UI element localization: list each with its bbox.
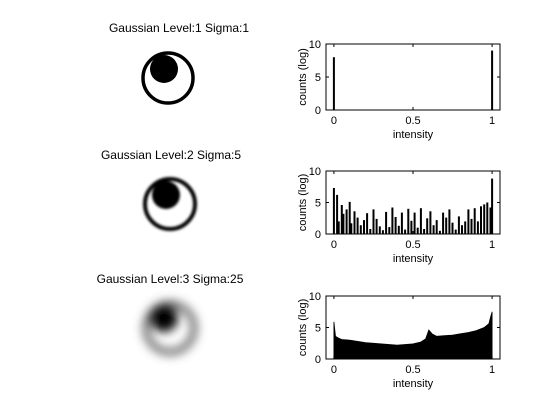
y-tick-label: 0: [315, 105, 321, 117]
histogram-bar: [407, 209, 409, 234]
histogram-bar: [439, 231, 441, 234]
eye-image-level-3: [146, 304, 194, 352]
histogram-bar: [354, 211, 356, 234]
x-axis-label: intensity: [393, 378, 434, 390]
x-tick-label: 0: [331, 239, 337, 251]
histogram-bar: [401, 213, 403, 234]
histogram-bar: [385, 212, 387, 234]
histogram-bar: [388, 227, 390, 234]
x-tick-label: 0: [331, 115, 337, 127]
histogram-bar: [426, 218, 428, 234]
histogram-bar: [445, 218, 447, 234]
histogram-bar: [423, 229, 425, 234]
histogram-bar: [363, 220, 365, 234]
eye-image-level-1: [143, 53, 193, 103]
histogram-bar: [448, 209, 450, 234]
histogram-bar: [338, 221, 340, 234]
histogram-bar: [395, 217, 397, 234]
histogram-bar: [436, 220, 438, 234]
histogram-bar: [486, 203, 488, 235]
histogram-bar: [458, 216, 460, 234]
x-tick-label: 1: [489, 364, 495, 376]
x-tick-label: 0.5: [405, 364, 420, 376]
histogram-bar: [483, 204, 485, 234]
histogram-bar: [467, 209, 469, 234]
histogram-bar: [420, 208, 422, 234]
histogram-bar: [373, 209, 375, 234]
histogram-bar: [376, 219, 378, 234]
x-tick-label: 0.5: [405, 239, 420, 251]
histogram-bar: [433, 225, 435, 234]
histogram-bar: [477, 221, 479, 234]
y-axis-label: counts (log): [297, 174, 309, 231]
y-axis-label: counts (log): [297, 48, 309, 105]
x-tick-label: 1: [489, 115, 495, 127]
histogram-bar: [379, 226, 381, 234]
histogram-bar: [461, 225, 463, 234]
histogram-bar: [333, 57, 335, 110]
pupil-disc: [150, 304, 178, 332]
histogram-bar: [404, 230, 406, 234]
pupil-disc: [152, 181, 180, 209]
histogram-bar: [333, 188, 335, 234]
histogram-bar: [491, 51, 493, 110]
histogram-bar: [342, 214, 344, 234]
y-tick-label: 0: [315, 229, 321, 241]
histogram-bar: [442, 213, 444, 234]
histogram-bar: [369, 229, 371, 234]
image-title: Gaussian Level:1 Sigma:1: [109, 21, 249, 35]
x-tick-label: 0: [331, 364, 337, 376]
x-tick-label: 0.5: [405, 115, 420, 127]
image-title: Gaussian Level:2 Sigma:5: [101, 148, 241, 162]
histogram-bar: [382, 230, 384, 234]
x-axis-label: intensity: [393, 253, 434, 265]
histogram-bar: [417, 228, 419, 234]
histogram-bar: [410, 221, 412, 234]
axes-box: [326, 44, 500, 110]
histogram-bar: [398, 226, 400, 234]
histogram-bar: [455, 230, 457, 234]
histogram-bar: [464, 221, 466, 234]
y-axis-label: counts (log): [297, 299, 309, 356]
eye-image-level-2: [145, 179, 195, 229]
histogram-bar: [346, 209, 348, 234]
y-tick-label: 5: [315, 72, 321, 84]
y-tick-label: 10: [309, 39, 321, 51]
x-axis-label: intensity: [393, 129, 434, 141]
histogram-bar: [366, 213, 368, 234]
histogram-bar: [391, 208, 393, 235]
image-title: Gaussian Level:3 Sigma:25: [97, 272, 244, 286]
y-tick-label: 10: [309, 166, 321, 178]
histogram-bar: [360, 225, 362, 234]
histogram-bar: [429, 211, 431, 234]
y-tick-label: 10: [309, 291, 321, 303]
y-tick-label: 0: [315, 354, 321, 366]
histogram-bar: [350, 223, 352, 234]
histogram-bar: [480, 206, 482, 234]
histogram-bar: [452, 223, 454, 234]
histogram-bar: [471, 219, 473, 234]
histogram-bar: [491, 179, 493, 234]
y-tick-label: 5: [315, 198, 321, 210]
histogram-bar: [414, 213, 416, 234]
x-tick-label: 1: [489, 239, 495, 251]
y-tick-label: 5: [315, 323, 321, 335]
histogram-bar: [474, 208, 476, 234]
histogram-bar: [357, 218, 359, 234]
pupil-disc: [150, 55, 178, 83]
